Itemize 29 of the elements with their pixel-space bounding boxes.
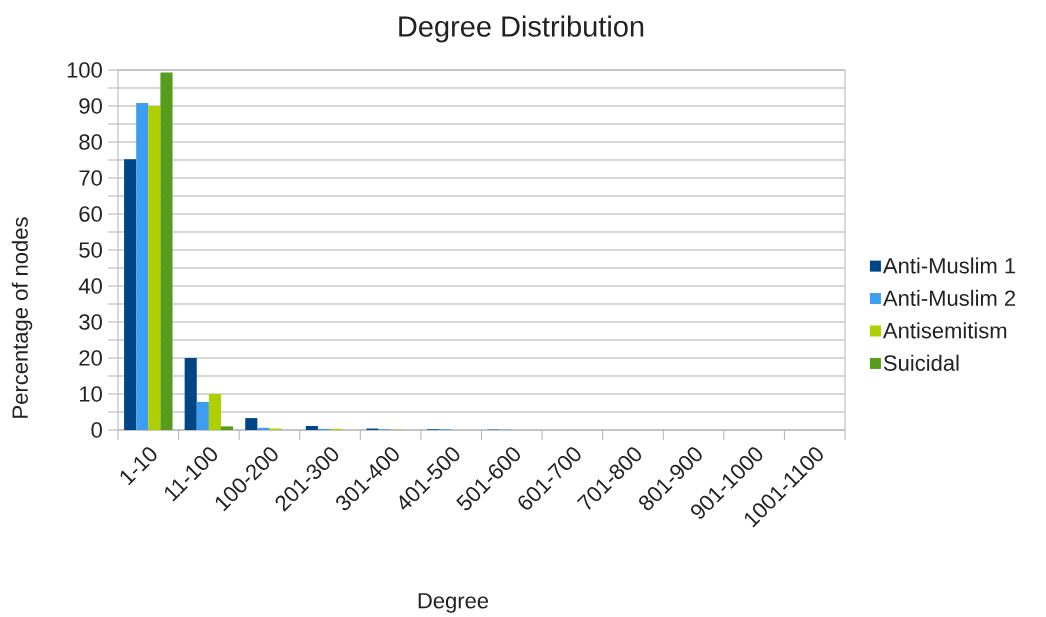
y-tick-label: 50: [79, 242, 102, 258]
x-axis-title: Degree: [418, 593, 489, 613]
bar: [221, 426, 234, 430]
bar: [305, 426, 318, 430]
y-axis-title: Percentage of nodes: [11, 217, 33, 418]
y-tick-label: 10: [80, 386, 102, 402]
y-tick-label: 40: [78, 278, 102, 294]
bar: [245, 418, 258, 430]
y-tick-label: 80: [79, 134, 102, 150]
legend-label: Anti-Muslim 2: [882, 289, 1016, 306]
chart-title: Degree Distribution: [399, 15, 644, 43]
y-tick-label: 100: [67, 62, 102, 78]
y-tick-label: 70: [79, 170, 102, 186]
y-tick-label: 30: [79, 314, 102, 330]
legend-label: Anti-Muslim 1: [882, 257, 1016, 274]
legend-label: Suicidal: [883, 354, 959, 371]
bar: [136, 103, 149, 430]
bar: [208, 393, 221, 430]
bar: [148, 105, 161, 430]
legend-label: Antisemitism: [882, 322, 1007, 339]
y-tick-label: 60: [79, 206, 102, 222]
y-tick-label: 90: [79, 98, 102, 114]
y-tick-label: 20: [79, 350, 102, 366]
bar: [184, 357, 197, 430]
bar: [124, 159, 137, 430]
y-tick-label: 0: [91, 422, 102, 438]
bar: [160, 72, 173, 430]
bar: [257, 427, 270, 430]
bar: [196, 401, 209, 430]
